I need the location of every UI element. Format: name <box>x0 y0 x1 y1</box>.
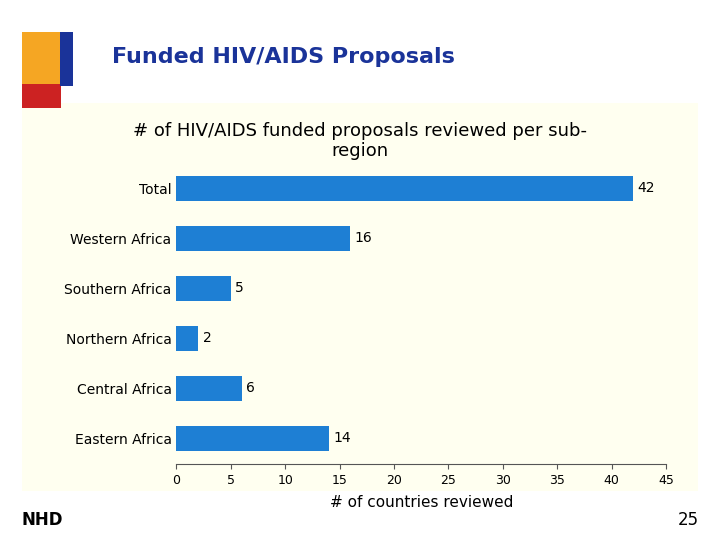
X-axis label: # of countries reviewed: # of countries reviewed <box>330 496 513 510</box>
Text: 2: 2 <box>202 331 211 345</box>
Text: 25: 25 <box>678 511 698 529</box>
Bar <box>176 226 351 251</box>
Bar <box>176 326 198 350</box>
Bar <box>176 376 242 401</box>
Text: NHD: NHD <box>22 511 63 529</box>
Bar <box>176 426 329 451</box>
Text: 6: 6 <box>246 381 255 395</box>
Bar <box>176 276 231 301</box>
Text: Funded HIV/AIDS Proposals: Funded HIV/AIDS Proposals <box>112 46 454 67</box>
Bar <box>176 176 634 201</box>
Text: # of HIV/AIDS funded proposals reviewed per sub-
region: # of HIV/AIDS funded proposals reviewed … <box>133 122 587 160</box>
Text: 16: 16 <box>355 231 372 245</box>
Text: 14: 14 <box>333 431 351 445</box>
Text: 5: 5 <box>235 281 244 295</box>
Text: 42: 42 <box>638 181 655 195</box>
